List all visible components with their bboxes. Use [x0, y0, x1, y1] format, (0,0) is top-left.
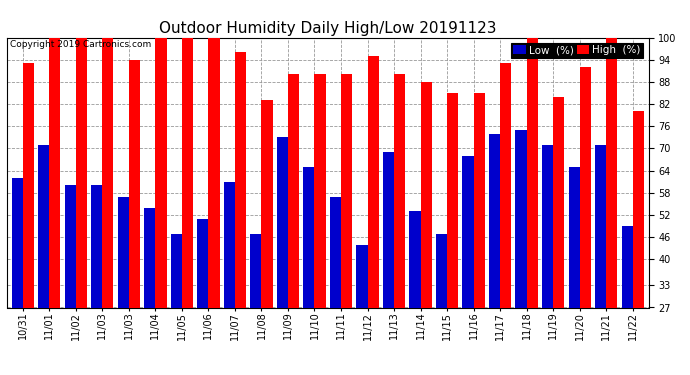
Bar — [12, 178, 23, 375]
Bar — [38, 145, 49, 375]
Bar — [436, 234, 447, 375]
Bar — [65, 186, 76, 375]
Bar — [235, 52, 246, 375]
Bar — [622, 226, 633, 375]
Bar — [144, 208, 155, 375]
Bar — [569, 167, 580, 375]
Bar — [368, 56, 379, 375]
Bar — [607, 38, 618, 375]
Bar — [383, 152, 394, 375]
Bar — [473, 93, 485, 375]
Bar — [170, 234, 182, 375]
Bar — [91, 186, 102, 375]
Bar — [580, 67, 591, 375]
Bar — [76, 38, 87, 375]
Bar — [357, 244, 368, 375]
Bar — [526, 38, 538, 375]
Bar — [49, 38, 61, 375]
Bar — [515, 130, 526, 375]
Bar — [129, 60, 140, 375]
Bar — [500, 63, 511, 375]
Bar — [633, 111, 644, 375]
Bar — [288, 75, 299, 375]
Bar — [182, 38, 193, 375]
Bar — [341, 75, 352, 375]
Title: Outdoor Humidity Daily High/Low 20191123: Outdoor Humidity Daily High/Low 20191123 — [159, 21, 497, 36]
Bar — [409, 211, 421, 375]
Bar — [315, 75, 326, 375]
Bar — [208, 38, 219, 375]
Bar — [277, 137, 288, 375]
Bar — [102, 38, 113, 375]
Bar — [304, 167, 315, 375]
Bar — [23, 63, 34, 375]
Text: Copyright 2019 Cartronics.com: Copyright 2019 Cartronics.com — [10, 40, 151, 49]
Bar — [394, 75, 405, 375]
Bar — [462, 156, 473, 375]
Bar — [262, 100, 273, 375]
Bar — [595, 145, 607, 375]
Bar — [421, 82, 432, 375]
Bar — [224, 182, 235, 375]
Bar — [197, 219, 208, 375]
Bar — [489, 134, 500, 375]
Bar — [155, 38, 166, 375]
Bar — [250, 234, 262, 375]
Bar — [118, 196, 129, 375]
Bar — [553, 97, 564, 375]
Legend: Low  (%), High  (%): Low (%), High (%) — [511, 43, 643, 58]
Bar — [542, 145, 553, 375]
Bar — [330, 196, 341, 375]
Bar — [447, 93, 458, 375]
